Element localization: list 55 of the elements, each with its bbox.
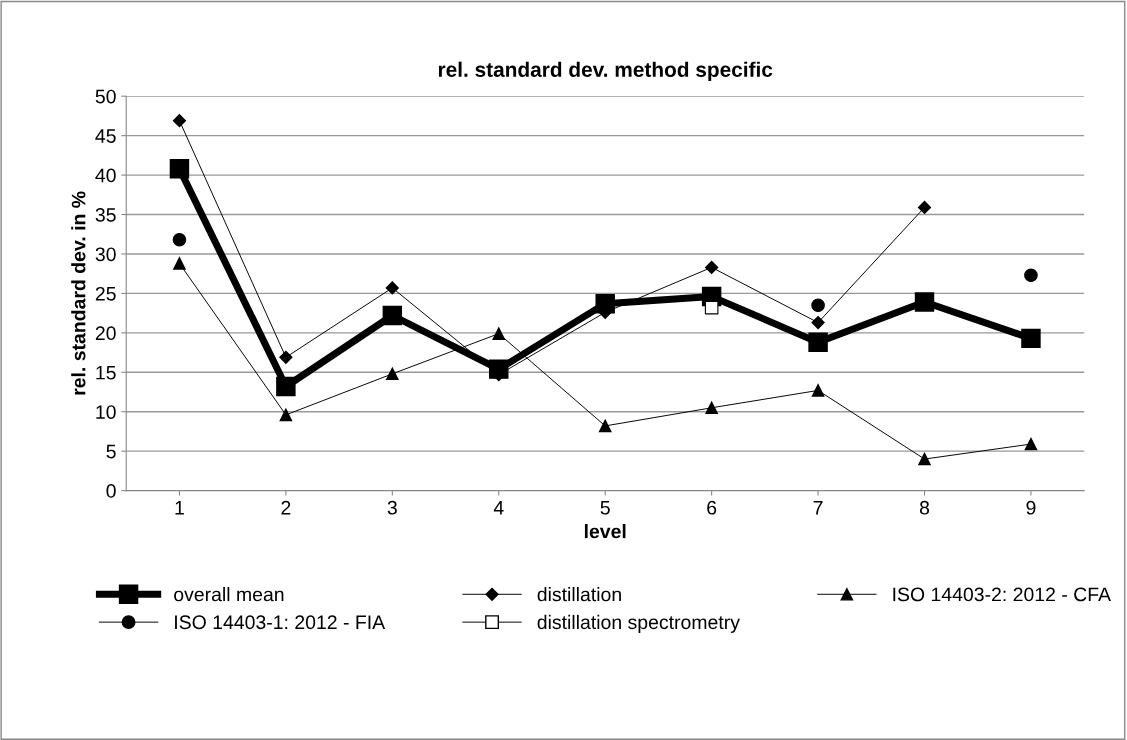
y-tick-label: 35 [95, 207, 116, 222]
x-tick-label: 9 [1026, 500, 1036, 515]
y-tick-label: 0 [106, 484, 116, 498]
x-tick-label: 2 [281, 500, 291, 515]
legend-label: distillation [537, 587, 621, 602]
x-axis-title: level [584, 524, 626, 539]
chart-title: rel. standard dev. method specific [438, 61, 773, 82]
point [705, 260, 719, 274]
point [811, 298, 825, 313]
y-tick-label: 30 [95, 247, 116, 262]
x-tick-label: 5 [600, 501, 610, 515]
point [172, 232, 187, 247]
point [382, 305, 403, 326]
point [172, 114, 187, 128]
x-tick-label: 6 [707, 500, 717, 515]
point [917, 200, 932, 215]
y-tick-label: 5 [106, 444, 116, 459]
x-tick-label: 7 [813, 501, 823, 515]
point [386, 367, 399, 381]
point [279, 408, 293, 422]
point [385, 281, 399, 295]
point [489, 359, 509, 379]
point [1021, 328, 1041, 349]
point [811, 316, 825, 330]
point [276, 376, 296, 397]
point [1024, 268, 1038, 283]
x-tick-label: 8 [919, 500, 930, 515]
legend-label: overall mean [174, 587, 284, 602]
legend-label: distillation spectrometry [537, 614, 740, 633]
point [492, 327, 506, 340]
y-tick-label: 25 [95, 286, 116, 301]
y-tick-label: 40 [95, 168, 116, 183]
point [705, 401, 718, 415]
x-tick-label: 1 [175, 501, 184, 515]
point [169, 159, 190, 179]
y-tick-label: 10 [96, 405, 116, 419]
point [914, 292, 935, 312]
point [279, 350, 293, 364]
point [595, 293, 615, 314]
x-tick-label: 3 [387, 500, 397, 515]
point [811, 384, 825, 397]
x-tick-label: 4 [493, 501, 504, 515]
point [173, 257, 186, 270]
y-tick-label: 20 [95, 326, 116, 341]
point [598, 419, 612, 433]
legend-label: ISO 14403-2: 2012 - CFA [893, 587, 1111, 602]
y-axis-title: rel. standard dev. in % [71, 191, 86, 395]
point [1024, 437, 1038, 451]
point [704, 300, 719, 315]
point [918, 452, 931, 466]
y-tick-label: 15 [96, 365, 116, 380]
y-tick-label: 45 [95, 129, 116, 143]
legend-label: ISO 14403-1: 2012 - FIA [175, 615, 386, 630]
point [808, 332, 828, 353]
y-tick-label: 50 [95, 89, 116, 104]
